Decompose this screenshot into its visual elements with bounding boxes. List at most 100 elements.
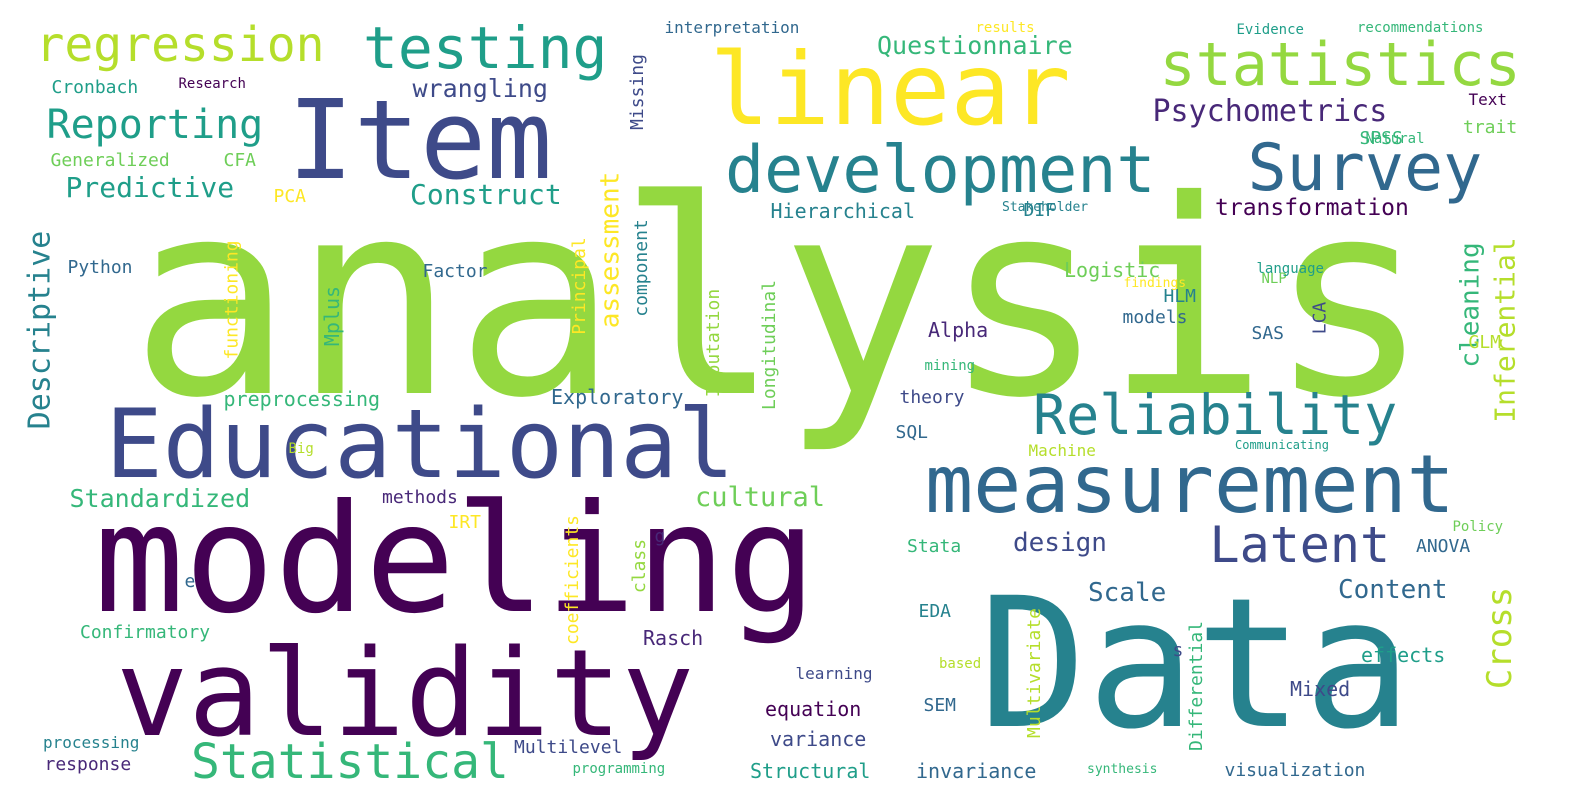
- cloud-word: linear: [709, 31, 1071, 148]
- cloud-word: Inferential: [1488, 237, 1522, 423]
- cloud-word: e: [184, 571, 196, 592]
- cloud-word: DIF: [1023, 200, 1057, 221]
- cloud-word: methods: [382, 487, 458, 508]
- cloud-word: measurement: [925, 438, 1455, 531]
- cloud-word: s: [1172, 640, 1184, 661]
- cloud-word: Evidence: [1236, 22, 1304, 38]
- cloud-word: Questionnaire: [877, 30, 1073, 60]
- cloud-word: Generalized: [50, 150, 170, 171]
- cloud-word: Reporting: [46, 102, 264, 148]
- cloud-word: interpretation: [664, 18, 800, 37]
- cloud-word: Longitudinal: [759, 279, 781, 411]
- cloud-word: Natural: [1365, 131, 1425, 147]
- cloud-word: Rasch: [643, 626, 704, 650]
- cloud-word: GLM: [1468, 332, 1502, 353]
- cloud-word: Hierarchical: [770, 199, 916, 223]
- cloud-word: HLM: [1163, 286, 1197, 307]
- cloud-word: Big: [288, 441, 314, 457]
- cloud-word: invariance: [916, 759, 1037, 783]
- cloud-word: Differential: [1186, 620, 1208, 752]
- cloud-word: Structural: [750, 759, 871, 783]
- cloud-word: SEM: [923, 695, 957, 716]
- cloud-word: development: [725, 132, 1156, 208]
- cloud-word: visualization: [1224, 760, 1366, 781]
- cloud-word: Cross: [1480, 586, 1521, 690]
- cloud-word: Mixed: [1290, 677, 1351, 701]
- cloud-word: findings: [1123, 275, 1187, 291]
- cloud-word: Factor: [422, 261, 488, 282]
- cloud-word: transformation: [1215, 194, 1409, 221]
- cloud-word: Construct: [410, 178, 562, 211]
- cloud-word: effects: [1361, 643, 1446, 667]
- cloud-word: CFA: [223, 150, 257, 171]
- cloud-word: Mplus: [320, 285, 345, 347]
- cloud-word: statistics: [1159, 30, 1521, 100]
- cloud-word: Multilevel: [514, 737, 623, 758]
- cloud-word: Missing: [626, 54, 648, 130]
- cloud-word: wrangling: [412, 73, 548, 103]
- cloud-word: validity: [116, 625, 694, 764]
- cloud-word: Reliability: [1033, 382, 1398, 447]
- cloud-word: Psychometrics: [1152, 94, 1388, 129]
- cloud-word: SQL: [895, 422, 929, 443]
- cloud-word: testing: [363, 14, 608, 82]
- cloud-word: LCA: [1308, 301, 1330, 335]
- cloud-word: Scale: [1088, 578, 1167, 608]
- cloud-word: coefficients: [562, 514, 584, 646]
- cloud-word: functioning: [221, 240, 243, 360]
- cloud-word: based: [939, 656, 982, 672]
- cloud-word: recommendations: [1357, 20, 1484, 36]
- cloud-word: mining: [924, 358, 976, 374]
- cloud-word: language: [1256, 261, 1324, 277]
- cloud-word: Imputation: [703, 288, 725, 398]
- cloud-word: Research: [178, 76, 246, 92]
- cloud-word: PCA: [273, 186, 307, 207]
- cloud-word: synthesis: [1087, 761, 1158, 777]
- cloud-word: SAS: [1251, 323, 1285, 344]
- cloud-word: regression: [35, 17, 325, 73]
- cloud-word: cultural: [695, 481, 826, 513]
- cloud-word: Communicating: [1235, 438, 1329, 452]
- cloud-word: Standardized: [69, 483, 251, 513]
- cloud-word: Alpha: [928, 318, 989, 342]
- cloud-word: variance: [770, 727, 867, 751]
- cloud-word: analysis: [130, 142, 1431, 457]
- cloud-word: Content: [1338, 575, 1448, 605]
- cloud-word: Cronbach: [51, 77, 139, 98]
- cloud-word: g: [654, 526, 666, 547]
- cloud-word: models: [1122, 307, 1188, 328]
- cloud-word: Survey: [1247, 130, 1483, 206]
- cloud-word: equation: [765, 697, 862, 721]
- cloud-word: Text: [1468, 90, 1508, 109]
- cloud-word: EDA: [918, 601, 952, 622]
- cloud-word: IRT: [448, 512, 482, 533]
- cloud-word: Multivariate: [1024, 607, 1046, 739]
- cloud-word: Predictive: [65, 171, 235, 204]
- cloud-word: class: [629, 538, 651, 594]
- cloud-word: Confirmatory: [80, 622, 211, 643]
- cloud-word: results: [975, 20, 1035, 36]
- cloud-word: Logistic: [1064, 258, 1161, 282]
- cloud-word: component: [630, 219, 652, 317]
- cloud-word: trait: [1463, 117, 1518, 138]
- cloud-word: Machine: [1028, 441, 1096, 460]
- cloud-word: Principal: [568, 237, 590, 335]
- cloud-word: assessment: [594, 171, 625, 329]
- cloud-word: theory: [899, 387, 965, 408]
- cloud-word: Data: [978, 560, 1412, 769]
- cloud-word: Stakeholder: [1002, 199, 1089, 215]
- cloud-word: Descriptive: [21, 230, 57, 430]
- cloud-word: learning: [795, 664, 873, 683]
- cloud-word: Exploratory: [551, 385, 684, 409]
- cloud-word: Python: [67, 257, 133, 278]
- cloud-word: Latent: [1209, 516, 1391, 574]
- cloud-word: preprocessing: [223, 387, 381, 411]
- cloud-word: programming: [572, 761, 666, 777]
- cloud-word: Policy: [1452, 519, 1504, 535]
- cloud-word: response: [44, 754, 132, 775]
- cloud-word: NLP: [1261, 271, 1287, 287]
- cloud-word: Statistical: [191, 734, 509, 790]
- cloud-word: Item: [287, 76, 553, 204]
- cloud-word: processing: [43, 733, 140, 752]
